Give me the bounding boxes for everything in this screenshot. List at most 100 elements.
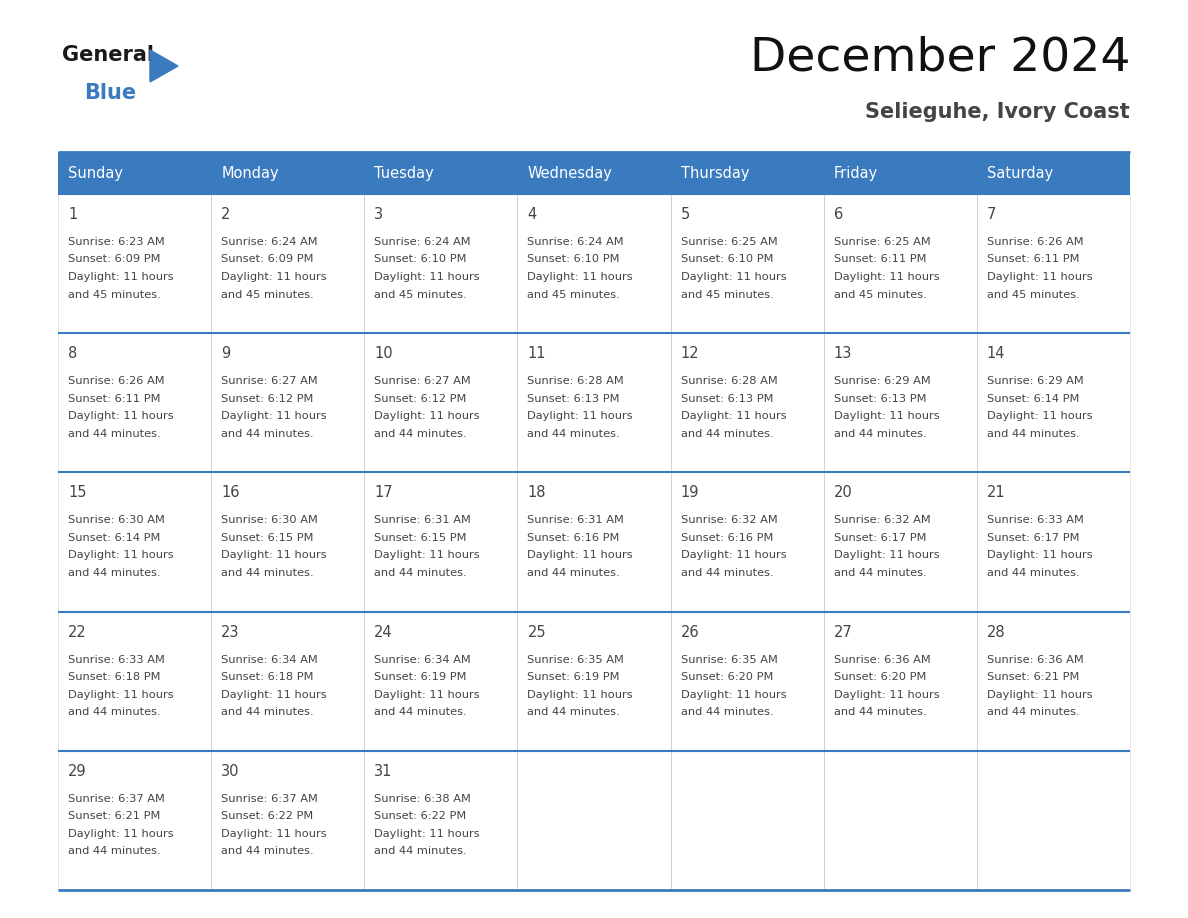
Text: Sunrise: 6:32 AM: Sunrise: 6:32 AM	[834, 515, 930, 525]
Text: Sunrise: 6:26 AM: Sunrise: 6:26 AM	[987, 237, 1083, 247]
Text: Sunset: 6:11 PM: Sunset: 6:11 PM	[68, 394, 160, 404]
Text: Sunrise: 6:25 AM: Sunrise: 6:25 AM	[834, 237, 930, 247]
Bar	[365, 473, 518, 611]
Text: Daylight: 11 hours: Daylight: 11 hours	[987, 272, 1093, 282]
Bar	[518, 473, 670, 611]
Text: General: General	[62, 45, 154, 65]
Text: and 44 minutes.: and 44 minutes.	[834, 707, 927, 717]
Text: Sunset: 6:21 PM: Sunset: 6:21 PM	[987, 672, 1079, 682]
Bar	[977, 194, 1130, 333]
Text: Sunset: 6:15 PM: Sunset: 6:15 PM	[221, 533, 314, 543]
Text: and 44 minutes.: and 44 minutes.	[834, 429, 927, 439]
Text: Sunset: 6:12 PM: Sunset: 6:12 PM	[374, 394, 467, 404]
Text: 19: 19	[681, 486, 699, 500]
Text: December 2024: December 2024	[750, 35, 1130, 80]
Text: Sunset: 6:14 PM: Sunset: 6:14 PM	[68, 533, 160, 543]
Bar	[670, 751, 823, 890]
Text: Sunset: 6:20 PM: Sunset: 6:20 PM	[681, 672, 773, 682]
Text: Daylight: 11 hours: Daylight: 11 hours	[527, 272, 633, 282]
Text: Daylight: 11 hours: Daylight: 11 hours	[68, 689, 173, 700]
Bar	[211, 751, 365, 890]
Text: 12: 12	[681, 346, 700, 361]
Text: Daylight: 11 hours: Daylight: 11 hours	[527, 551, 633, 560]
Bar	[977, 751, 1130, 890]
Text: and 44 minutes.: and 44 minutes.	[527, 568, 620, 578]
Text: Monday: Monday	[221, 165, 279, 181]
Text: Daylight: 11 hours: Daylight: 11 hours	[221, 272, 327, 282]
Text: Sunrise: 6:36 AM: Sunrise: 6:36 AM	[834, 655, 930, 665]
Text: Sunrise: 6:34 AM: Sunrise: 6:34 AM	[374, 655, 470, 665]
Text: Sunset: 6:19 PM: Sunset: 6:19 PM	[527, 672, 620, 682]
Text: Sunrise: 6:23 AM: Sunrise: 6:23 AM	[68, 237, 165, 247]
Text: 22: 22	[68, 624, 87, 640]
Text: Daylight: 11 hours: Daylight: 11 hours	[834, 411, 940, 421]
Text: Sunset: 6:22 PM: Sunset: 6:22 PM	[221, 812, 314, 822]
Text: Sunrise: 6:30 AM: Sunrise: 6:30 AM	[68, 515, 165, 525]
Text: 9: 9	[221, 346, 230, 361]
Text: Blue: Blue	[84, 83, 137, 103]
Text: Sunset: 6:17 PM: Sunset: 6:17 PM	[834, 533, 927, 543]
Text: and 45 minutes.: and 45 minutes.	[68, 289, 160, 299]
Text: Sunrise: 6:38 AM: Sunrise: 6:38 AM	[374, 794, 472, 804]
Text: Sunset: 6:20 PM: Sunset: 6:20 PM	[834, 672, 927, 682]
Bar	[823, 333, 977, 473]
Text: 5: 5	[681, 207, 690, 222]
Text: Sunrise: 6:36 AM: Sunrise: 6:36 AM	[987, 655, 1083, 665]
Text: and 44 minutes.: and 44 minutes.	[681, 707, 773, 717]
Text: Daylight: 11 hours: Daylight: 11 hours	[374, 272, 480, 282]
Text: Sunset: 6:10 PM: Sunset: 6:10 PM	[681, 254, 773, 264]
Text: and 44 minutes.: and 44 minutes.	[987, 707, 1080, 717]
Text: and 44 minutes.: and 44 minutes.	[221, 429, 314, 439]
Text: Sunrise: 6:33 AM: Sunrise: 6:33 AM	[68, 655, 165, 665]
Text: Sunset: 6:14 PM: Sunset: 6:14 PM	[987, 394, 1079, 404]
Text: Sunset: 6:21 PM: Sunset: 6:21 PM	[68, 812, 160, 822]
Bar	[58, 333, 211, 473]
Text: Sunset: 6:11 PM: Sunset: 6:11 PM	[834, 254, 927, 264]
Text: and 44 minutes.: and 44 minutes.	[374, 707, 467, 717]
Text: 31: 31	[374, 764, 393, 778]
Text: 13: 13	[834, 346, 852, 361]
Bar	[977, 473, 1130, 611]
Text: Sunset: 6:10 PM: Sunset: 6:10 PM	[374, 254, 467, 264]
Text: and 44 minutes.: and 44 minutes.	[68, 429, 160, 439]
Bar	[518, 333, 670, 473]
Text: Sunrise: 6:34 AM: Sunrise: 6:34 AM	[221, 655, 318, 665]
Bar	[977, 611, 1130, 751]
Bar	[365, 611, 518, 751]
Text: Sunset: 6:13 PM: Sunset: 6:13 PM	[527, 394, 620, 404]
Text: Sunset: 6:12 PM: Sunset: 6:12 PM	[221, 394, 314, 404]
Text: 27: 27	[834, 624, 853, 640]
Bar	[823, 751, 977, 890]
Text: Sunrise: 6:25 AM: Sunrise: 6:25 AM	[681, 237, 777, 247]
Text: Daylight: 11 hours: Daylight: 11 hours	[987, 411, 1093, 421]
Text: Sunset: 6:15 PM: Sunset: 6:15 PM	[374, 533, 467, 543]
Text: Daylight: 11 hours: Daylight: 11 hours	[68, 411, 173, 421]
Text: Daylight: 11 hours: Daylight: 11 hours	[681, 411, 786, 421]
Text: Sunrise: 6:31 AM: Sunrise: 6:31 AM	[527, 515, 625, 525]
Text: 11: 11	[527, 346, 546, 361]
Text: and 44 minutes.: and 44 minutes.	[374, 429, 467, 439]
Text: 17: 17	[374, 486, 393, 500]
Bar	[58, 611, 211, 751]
Text: 14: 14	[987, 346, 1005, 361]
Text: Sunrise: 6:35 AM: Sunrise: 6:35 AM	[527, 655, 625, 665]
Text: 16: 16	[221, 486, 240, 500]
Bar	[211, 611, 365, 751]
Text: and 45 minutes.: and 45 minutes.	[834, 289, 927, 299]
Text: Daylight: 11 hours: Daylight: 11 hours	[834, 272, 940, 282]
Text: Friday: Friday	[834, 165, 878, 181]
Text: and 45 minutes.: and 45 minutes.	[681, 289, 773, 299]
Text: and 44 minutes.: and 44 minutes.	[221, 707, 314, 717]
Text: Daylight: 11 hours: Daylight: 11 hours	[374, 551, 480, 560]
Text: 23: 23	[221, 624, 240, 640]
Text: 28: 28	[987, 624, 1005, 640]
Text: Sunrise: 6:28 AM: Sunrise: 6:28 AM	[527, 376, 624, 386]
Text: Daylight: 11 hours: Daylight: 11 hours	[374, 689, 480, 700]
Bar	[365, 194, 518, 333]
Text: 26: 26	[681, 624, 700, 640]
Text: Sunrise: 6:37 AM: Sunrise: 6:37 AM	[221, 794, 318, 804]
Bar	[58, 152, 1130, 194]
Text: 2: 2	[221, 207, 230, 222]
Text: Wednesday: Wednesday	[527, 165, 612, 181]
Text: Daylight: 11 hours: Daylight: 11 hours	[527, 689, 633, 700]
